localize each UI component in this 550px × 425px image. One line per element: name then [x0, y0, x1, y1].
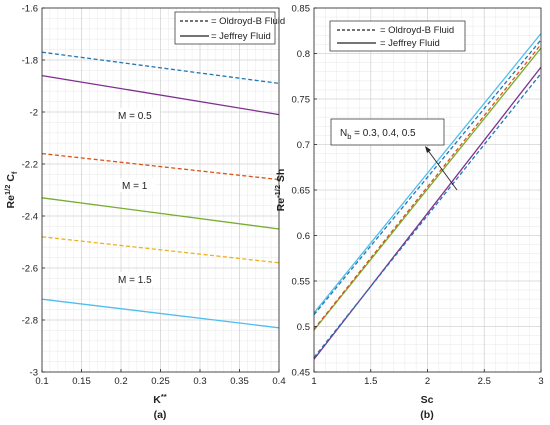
- x-tick-label: 2.5: [478, 376, 491, 387]
- x-tick-label: 3: [538, 376, 543, 387]
- annotation-bg-m1: [120, 178, 156, 192]
- y-tick-label: 0.75: [292, 95, 311, 106]
- x-tick-label: 0.1: [35, 376, 48, 387]
- annotation-m15: M = 1.5: [118, 275, 152, 286]
- x-tick-label: 1.5: [364, 376, 377, 387]
- y-tick-label: 0.85: [292, 4, 311, 15]
- x-axis-label-b: Sc: [421, 394, 434, 406]
- nb-arrow-line: [426, 148, 458, 191]
- y-tick-label: 0.45: [292, 368, 311, 379]
- y-tick-label: -2.4: [22, 212, 38, 223]
- legend-entry-jeffrey-a: = Jeffrey Fluid: [211, 31, 271, 42]
- nb-annotation-box: [330, 118, 445, 146]
- annotation-bg-m05: [116, 108, 160, 122]
- y-tick-label: 0.55: [292, 277, 311, 288]
- panel-label-a: (a): [154, 409, 167, 421]
- legend-entry-oldroyd-a: = Oldroyd-B Fluid: [211, 16, 285, 27]
- annotation-m1: M = 1: [122, 181, 148, 192]
- y-tick-label: -3: [30, 368, 38, 379]
- panel-a: 0.1 0.15 0.2 0.25 0.3 0.35 0.4 -1.6 -1.8 -2 -2.2 -2…: [3, 4, 286, 422]
- panel-label-b: (b): [420, 409, 433, 421]
- series-line-dashed-4: [41, 236, 280, 264]
- y-tick-label: 0.7: [297, 140, 310, 151]
- series-line-solid-0: [313, 33, 542, 314]
- y-tick-label: -1.8: [22, 56, 38, 67]
- x-tick-label: 0.15: [72, 376, 91, 387]
- x-tick-label: 0.4: [272, 376, 285, 387]
- x-tick-label: 2: [425, 376, 430, 387]
- panel-b: 1 1.5 2 2.5 3 0.45 0.5 0.55 0.6 0.65 0.7 0.75 0.8 0.8…: [273, 4, 544, 422]
- y-tick-label: 0.5: [297, 322, 310, 333]
- series-b: [313, 33, 542, 360]
- nb-annotation: Nb = 0.3, 0.4, 0.5: [340, 128, 416, 141]
- y-tick-label: -2.6: [22, 264, 38, 275]
- x-tick-label: 0.35: [230, 376, 249, 387]
- series-line-solid-3: [41, 197, 280, 230]
- legend-box-b: [329, 20, 466, 52]
- annotation-bg-m15: [116, 272, 160, 286]
- y-tick-label: 0.65: [292, 186, 311, 197]
- legend-entry-jeffrey-b: = Jeffrey Fluid: [380, 38, 440, 49]
- ticks-a: 0.1 0.15 0.2 0.25 0.3 0.35 0.4 -1.6 -1.8 -2 -2.2 -2…: [22, 4, 286, 388]
- y-tick-label: -2.2: [22, 160, 38, 171]
- series-a: [41, 51, 280, 329]
- annotation-m05: M = 0.5: [118, 111, 152, 122]
- y-tick-label: 0.8: [297, 49, 310, 60]
- y-axis-label-b: Re-1/2 Sh: [273, 169, 287, 212]
- ticks-b: 1 1.5 2 2.5 3 0.45 0.5 0.55 0.6 0.65 0.7 0.75 0.8 0.8…: [292, 4, 544, 388]
- series-line-solid-5: [41, 298, 280, 329]
- y-tick-label: 0.6: [297, 231, 310, 242]
- series-line-dashed-0: [41, 51, 280, 85]
- legend-box-a: [174, 11, 276, 45]
- y-tick-label: -2: [30, 108, 38, 119]
- x-tick-label: 0.2: [114, 376, 127, 387]
- legend-a: = Oldroyd-B Fluid = Jeffrey Fluid: [174, 11, 285, 45]
- x-tick-label: 0.3: [193, 376, 206, 387]
- series-line-dashed-1: [313, 39, 542, 316]
- legend-entry-oldroyd-b: = Oldroyd-B Fluid: [380, 25, 454, 36]
- nb-arrow-head: [425, 146, 431, 153]
- y-axis-label-a: Re1/2 Cf: [3, 171, 19, 208]
- series-line-solid-1: [41, 74, 280, 116]
- x-tick-label: 0.25: [151, 376, 170, 387]
- y-tick-label: -1.6: [22, 4, 38, 15]
- series-line-dashed-3: [313, 43, 542, 330]
- series-line-dashed-5: [313, 73, 542, 358]
- x-tick-label: 1: [311, 376, 316, 387]
- series-line-dashed-2: [41, 152, 280, 181]
- series-line-solid-2: [313, 47, 542, 331]
- y-tick-label: -2.8: [22, 316, 38, 327]
- legend-b: = Oldroyd-B Fluid = Jeffrey Fluid: [329, 20, 466, 52]
